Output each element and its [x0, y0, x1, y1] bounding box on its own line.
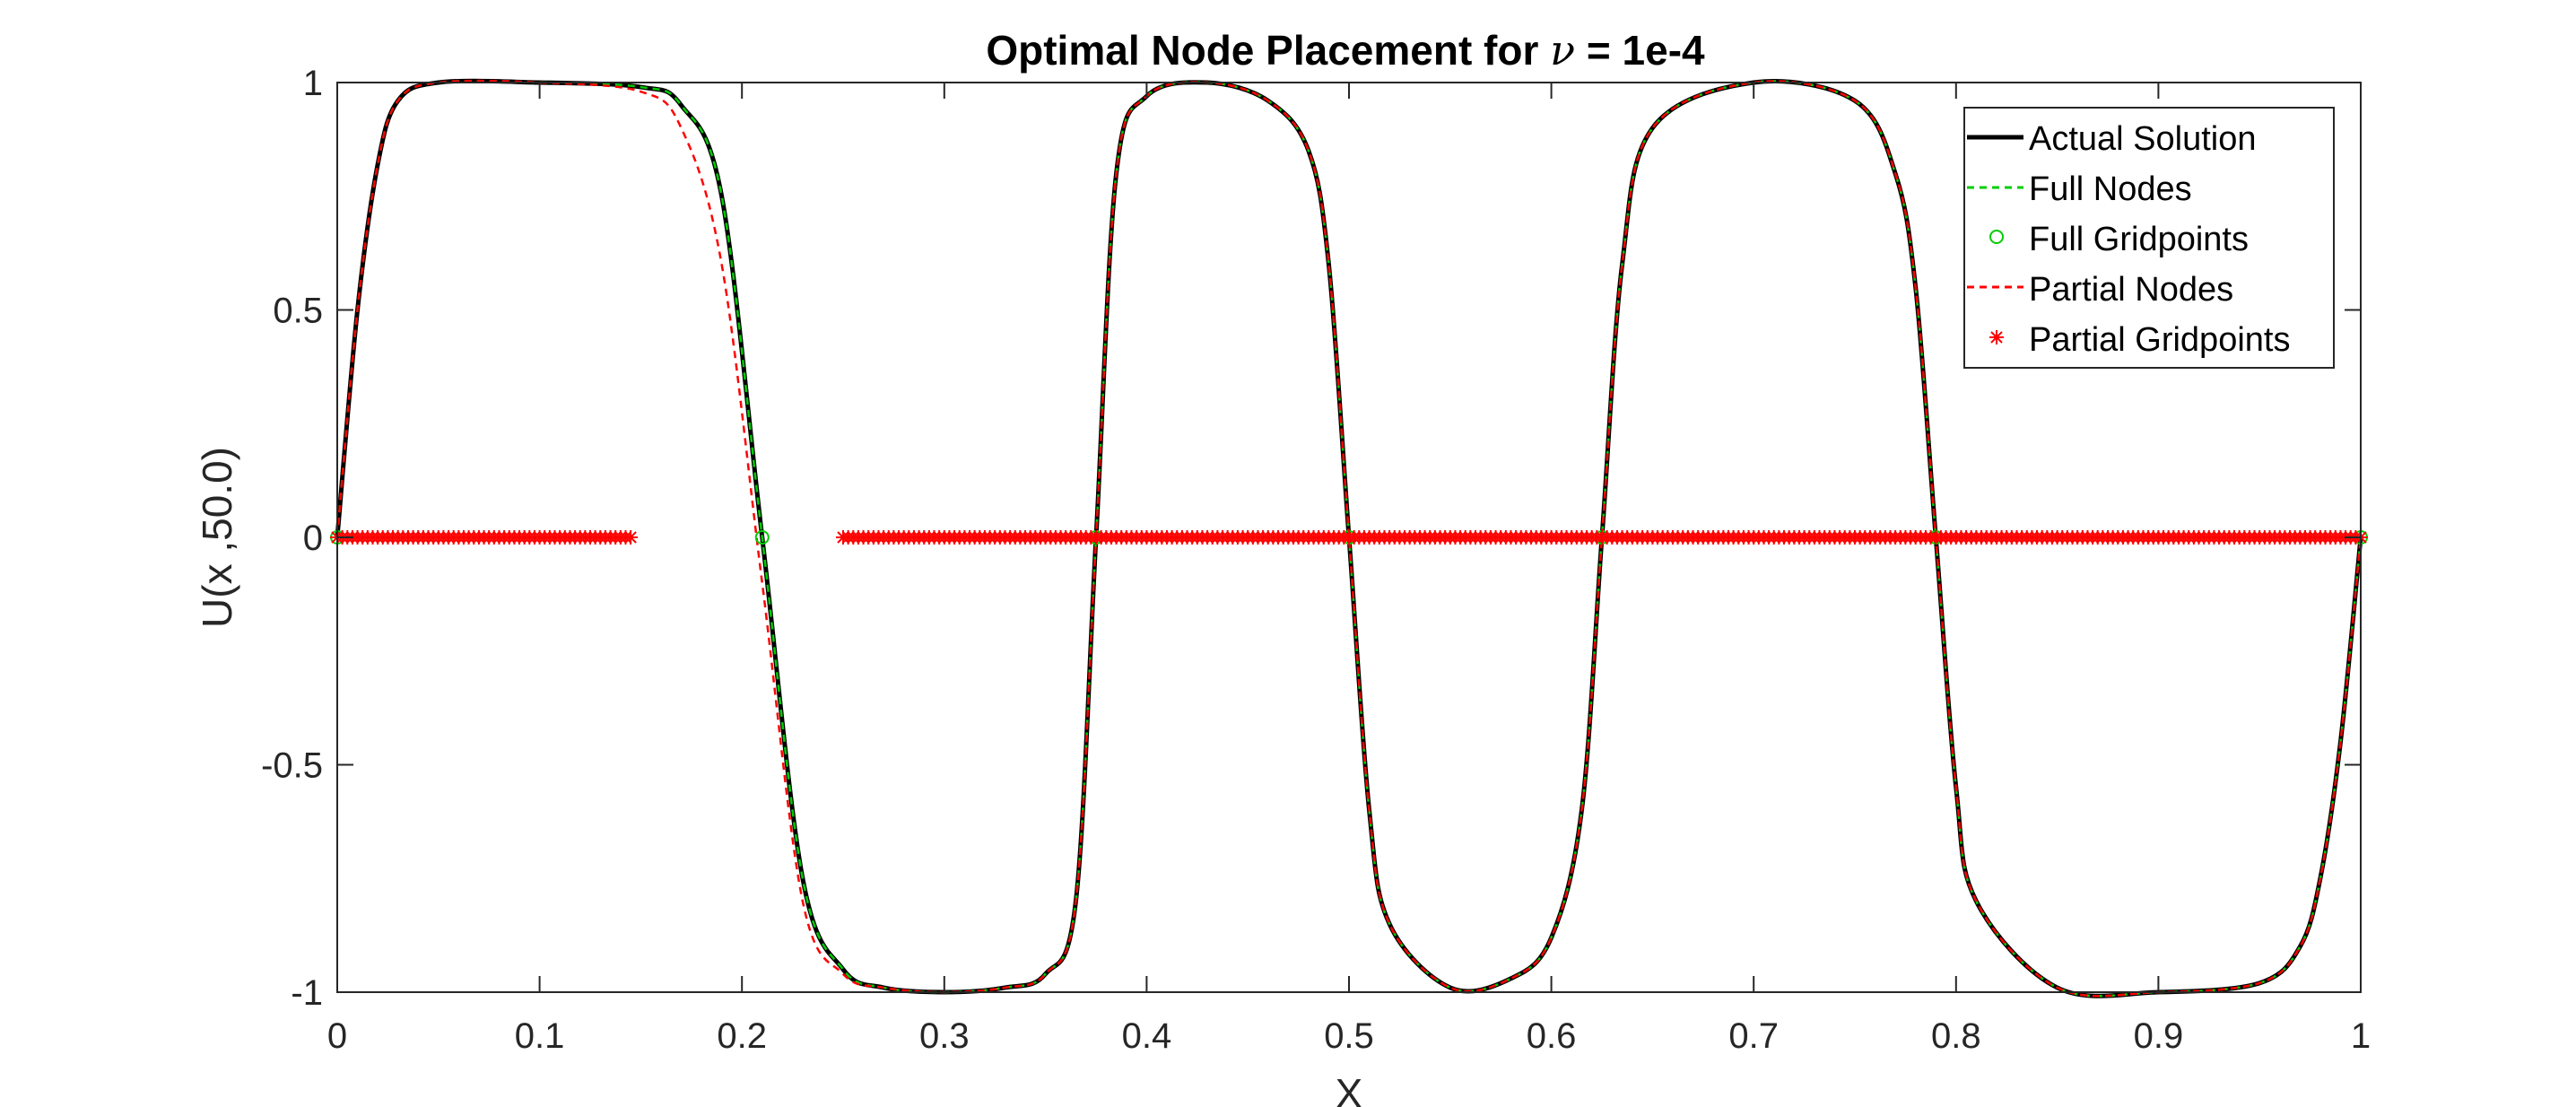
x-tick-label: 0.3 [919, 1016, 970, 1056]
legend-label-actual-solution: Actual Solution [2029, 120, 2257, 158]
legend: Actual Solution Full Nodes Full Gridpoin… [1963, 107, 2335, 369]
x-tick-label: 0.4 [1122, 1016, 1172, 1056]
full-gridpoint-marker [754, 530, 770, 545]
legend-label-partial-nodes: Partial Nodes [2029, 271, 2233, 309]
y-tick-label: -1 [291, 973, 323, 1013]
x-tick-label: 0.5 [1324, 1016, 1374, 1056]
title-prefix: Optimal Node Placement for [986, 27, 1550, 74]
x-tick-label: 0.6 [1527, 1016, 1577, 1056]
y-tick-label: -0.5 [261, 746, 323, 786]
y-axis-label: U(x ,50.0) [194, 447, 240, 628]
partial-gridpoints-band-1 [836, 530, 2368, 545]
legend-label-partial-gridpoints: Partial Gridpoints [2029, 321, 2290, 359]
title-symbol: ν [1550, 26, 1575, 74]
title-suffix: = 1e-4 [1575, 27, 1705, 74]
legend-label-full-gridpoints: Full Gridpoints [2029, 221, 2249, 258]
partial-gridpoint-marker [623, 530, 639, 545]
y-tick-label: 1 [303, 64, 323, 103]
legend-box [1963, 107, 2335, 369]
legend-swatch-full-gridpoints [1989, 230, 2004, 244]
x-tick-label: 1 [2351, 1016, 2371, 1056]
x-tick-label: 0.1 [515, 1016, 565, 1056]
partial-gridpoints-band-0 [330, 530, 639, 545]
data-layer [330, 78, 2368, 998]
ticks-layer: 0 0.1 0.2 0.3 0.4 0.5 0.6 0.7 0.8 0.9 1 1 0.5 0 -0.5 -1 [261, 64, 2371, 1056]
x-tick-label: 0.2 [717, 1016, 767, 1056]
x-tick-label: 0.9 [2134, 1016, 2184, 1056]
x-tick-label: 0.7 [1728, 1016, 1779, 1056]
series-line-partial-nodes [335, 79, 2363, 998]
x-tick-label: 0 [327, 1016, 347, 1056]
y-tick-label: 0 [303, 519, 323, 558]
legend-swatch-partial-gridpoints [1989, 330, 2004, 344]
x-tick-label: 0.8 [1931, 1016, 1981, 1056]
y-tick-label: 0.5 [273, 292, 323, 331]
chart-title: Optimal Node Placement for ν = 1e-4 [986, 26, 1705, 74]
legend-label-full-nodes: Full Nodes [2029, 170, 2192, 208]
x-axis-label: X [1336, 1070, 1363, 1107]
